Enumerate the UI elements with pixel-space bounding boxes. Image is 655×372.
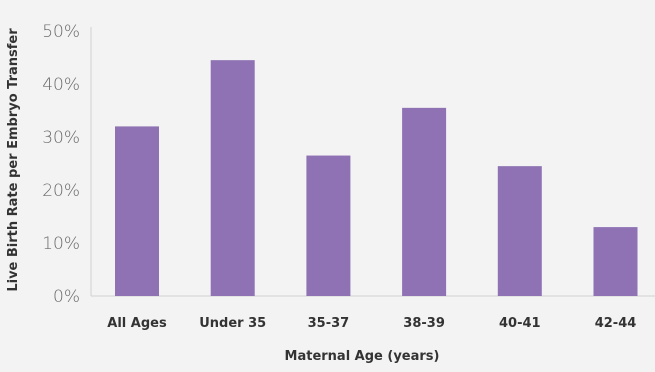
bar — [497, 166, 542, 296]
y-tick-label: 10% — [42, 234, 80, 254]
bar — [210, 60, 255, 297]
x-tick-label: All Ages — [107, 316, 167, 331]
y-tick-labels: 0% 10% 20% 30% 40% 50% — [42, 22, 80, 307]
x-tick-label: Under 35 — [199, 316, 266, 331]
y-tick-label: 0% — [53, 287, 80, 307]
bar — [402, 107, 447, 296]
y-tick-label: 30% — [42, 128, 80, 148]
y-tick-label: 20% — [42, 181, 80, 201]
x-tick-label: 40-41 — [499, 316, 541, 331]
bar — [115, 126, 159, 297]
bar — [593, 227, 638, 296]
y-tick-label: 50% — [42, 22, 80, 42]
x-tick-label: 42-44 — [595, 316, 637, 331]
x-tick-labels: All Ages Under 35 35-37 38-39 40-41 42-44 — [107, 316, 636, 331]
x-axis-title: Maternal Age (years) — [285, 349, 440, 364]
bars — [115, 60, 638, 297]
x-tick-label: 38-39 — [403, 316, 445, 331]
x-tick-label: 35-37 — [308, 316, 350, 331]
y-axis-title: Live Birth Rate per Embryo Transfer — [6, 28, 21, 292]
bar — [306, 155, 351, 296]
y-tick-label: 40% — [42, 75, 80, 95]
